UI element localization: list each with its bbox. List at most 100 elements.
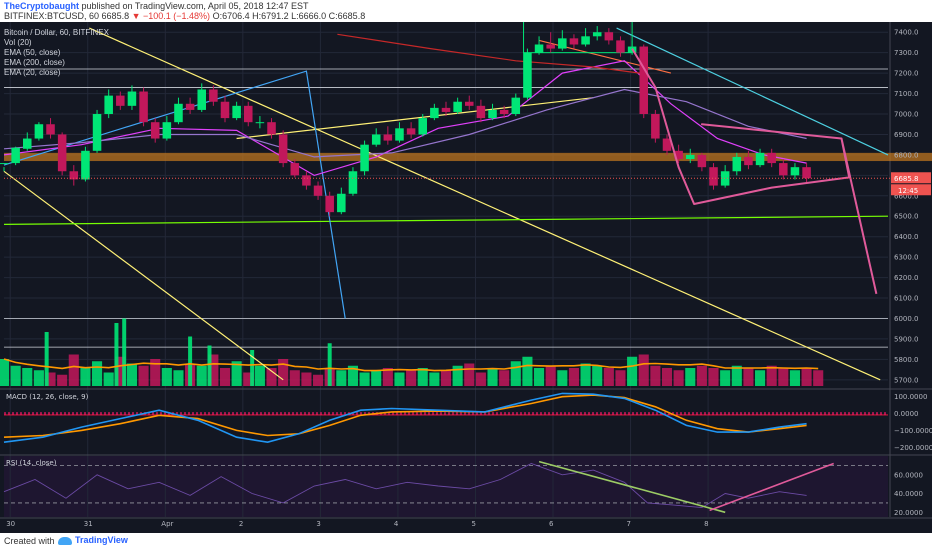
volume-bar — [813, 370, 824, 386]
volume-bar — [336, 370, 347, 386]
price-tick-label: 5900.0 — [894, 335, 919, 343]
volume-bar — [327, 343, 332, 386]
candle-body — [430, 107, 439, 119]
volume-bar — [499, 370, 510, 386]
candle-body — [755, 152, 765, 166]
candle-body — [744, 156, 753, 166]
volume-bar — [57, 374, 68, 386]
macd-tick-label: −200.0000 — [894, 444, 932, 452]
ema-line — [337, 33, 640, 74]
candle-body — [162, 122, 172, 139]
candle-body — [302, 175, 311, 186]
time-tick-label: 3 — [316, 520, 320, 528]
volume-bar — [103, 372, 114, 386]
volume-bar — [743, 368, 754, 386]
candle-body — [558, 38, 567, 49]
tradingview-logo-icon — [58, 536, 72, 545]
candle-body — [57, 134, 67, 172]
volume-bar — [603, 368, 614, 386]
candle-body — [464, 101, 474, 106]
volume-bar — [80, 368, 91, 386]
volume-bar — [301, 372, 312, 386]
volume-bar — [289, 370, 300, 386]
price-tick-label: 6300.0 — [894, 254, 919, 262]
price-chart[interactable]: 7400.0 7300.0 7200.0 7100.0 7000.0 6900.0 6800… — [0, 22, 932, 533]
volume-bar — [114, 323, 119, 386]
volume-bar — [801, 368, 812, 386]
rsi-tick-label: 40.0000 — [894, 490, 923, 498]
volume-bar — [464, 363, 475, 386]
price-tick-label: 6000.0 — [894, 315, 919, 323]
volume-bar — [731, 365, 742, 386]
volume-bar — [45, 372, 56, 386]
volume-bar — [755, 370, 766, 386]
time-tick-label: Apr — [161, 520, 173, 528]
legend-ema50: EMA (50, close) — [4, 48, 61, 57]
volume-bar — [92, 361, 103, 386]
price-tick-label: 6400.0 — [894, 233, 919, 241]
trendline — [3, 70, 346, 319]
footer-bar: Created with TradingView — [0, 533, 932, 550]
header-bar: TheCryptobaught published on TradingView… — [0, 0, 932, 22]
ema-line — [3, 60, 807, 177]
candle-body — [499, 109, 509, 115]
last-price-label: 6685.8 — [894, 175, 919, 183]
volume-bar — [231, 361, 242, 386]
projection-path — [631, 48, 878, 295]
candle-body — [406, 128, 416, 135]
volume-bar — [568, 368, 579, 386]
volume-bar — [475, 372, 486, 386]
volume-bar — [33, 370, 44, 386]
header-publish-line: TheCryptobaught published on TradingView… — [4, 1, 309, 11]
volume-bar — [557, 370, 568, 386]
price-tick-label: 6900.0 — [894, 131, 919, 139]
trendline — [89, 27, 881, 381]
volume-bar — [720, 370, 731, 386]
macd-title: MACD (12, 26, close, 9) — [6, 393, 89, 401]
candle-body — [720, 171, 730, 186]
change-text: ▼ −100.1 (−1.48%) — [131, 11, 211, 21]
volume-bar — [429, 372, 440, 386]
tradingview-brand-text: TradingView — [75, 535, 128, 545]
symbol-label: BITFINEX:BTCUSD, 60 — [4, 11, 100, 21]
author-name[interactable]: TheCryptobaught — [4, 1, 79, 11]
rsi-trendline — [709, 462, 834, 512]
legend-title: Bitcoin / Dollar, 60, BITFINEX — [4, 28, 109, 37]
tradingview-brand[interactable]: TradingView — [58, 535, 128, 545]
candle-body — [267, 122, 276, 135]
rsi-title: RSI (14, close) — [6, 459, 57, 467]
trendline — [236, 97, 594, 140]
volume-bar — [673, 370, 684, 386]
candle-body — [674, 150, 683, 159]
candle-body — [150, 122, 160, 139]
candle-body — [0, 163, 9, 165]
volume-bar — [122, 318, 127, 386]
price-tick-label: 6600.0 — [894, 192, 919, 200]
candle-body — [488, 109, 497, 119]
last-price-badge — [891, 172, 931, 184]
volume-ma-line — [3, 358, 819, 372]
candle-body — [116, 95, 125, 106]
volume-bar — [188, 336, 193, 386]
legend-vol: Vol (20) — [4, 38, 32, 47]
candle-body — [278, 134, 288, 164]
candle-body — [174, 103, 183, 123]
rsi-line — [3, 463, 807, 509]
candle-body — [255, 122, 265, 124]
volume-bar — [778, 368, 789, 386]
last-price-text: 6685.8 — [101, 11, 130, 21]
candle-body — [371, 134, 381, 145]
volume-bar — [545, 365, 556, 386]
volume-bar — [638, 354, 649, 386]
volume-bar — [10, 365, 21, 386]
candle-body — [511, 97, 521, 115]
volume-bar — [115, 356, 126, 386]
volume-bar — [487, 368, 498, 386]
volume-bar — [650, 365, 661, 386]
rsi-trendline — [538, 460, 726, 514]
candle-body — [337, 193, 346, 213]
candle-body — [22, 138, 32, 149]
time-tick-label: 4 — [394, 520, 399, 528]
volume-bar — [196, 365, 207, 386]
candle-body — [197, 89, 207, 110]
